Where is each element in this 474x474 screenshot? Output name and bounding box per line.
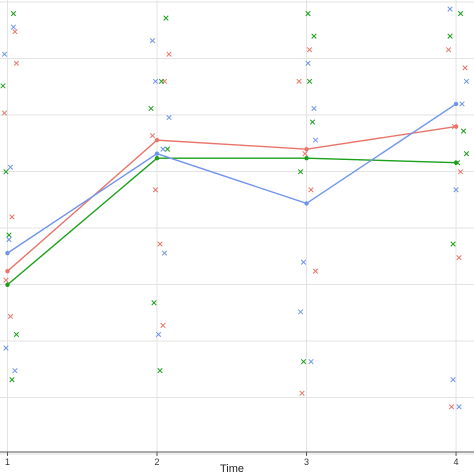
blue-data-point bbox=[297, 309, 304, 315]
green-data-point bbox=[300, 358, 307, 365]
blue-data-point bbox=[166, 114, 172, 121]
blue-data-point bbox=[6, 236, 12, 243]
green-data-point bbox=[9, 377, 15, 383]
green-data-point bbox=[297, 169, 304, 175]
green-data-point bbox=[163, 15, 169, 21]
green-series-point bbox=[154, 156, 160, 161]
red-data-point bbox=[7, 313, 14, 320]
blue-data-point bbox=[463, 78, 470, 85]
blue-series-point bbox=[5, 250, 10, 256]
red-data-point bbox=[3, 277, 9, 283]
green-data-point bbox=[309, 119, 316, 125]
blue-data-point bbox=[456, 404, 462, 410]
red-data-point bbox=[13, 60, 20, 66]
blue-data-point bbox=[459, 101, 465, 107]
red-data-point bbox=[306, 47, 313, 53]
gridlines bbox=[0, 0, 474, 455]
blue-data-point bbox=[149, 38, 156, 44]
green-data-point bbox=[158, 78, 165, 85]
green-data-point bbox=[305, 10, 311, 17]
blue-data-point bbox=[152, 78, 159, 85]
red-data-point bbox=[445, 47, 452, 53]
red-series-point bbox=[304, 146, 309, 152]
green-data-point bbox=[6, 232, 12, 238]
blue-data-point bbox=[12, 367, 18, 374]
red-data-point bbox=[296, 78, 302, 85]
green-data-point bbox=[0, 83, 6, 89]
blue-series-point bbox=[453, 101, 459, 107]
red-data-point bbox=[152, 187, 159, 193]
green-data-point bbox=[10, 10, 17, 17]
x-tick-label: 2 bbox=[154, 457, 159, 467]
green-data-point bbox=[3, 169, 9, 175]
red-data-point bbox=[160, 322, 166, 329]
red-data-point bbox=[157, 241, 163, 247]
green-data-point bbox=[157, 367, 163, 374]
red-data-point bbox=[299, 390, 305, 396]
red-series-point bbox=[5, 269, 10, 274]
red-data-point bbox=[166, 51, 172, 57]
red-data-point bbox=[448, 404, 455, 410]
red-data-point bbox=[1, 110, 8, 116]
blue-data-point bbox=[1, 51, 8, 57]
red-data-point bbox=[12, 28, 18, 35]
red-data-point bbox=[312, 268, 319, 274]
blue-data-point bbox=[453, 187, 459, 193]
blue-data-point bbox=[300, 259, 307, 265]
x-tick-label: 3 bbox=[304, 457, 309, 467]
red-data-point bbox=[302, 151, 308, 157]
green-series-point bbox=[304, 156, 309, 161]
blue-data-point bbox=[161, 250, 168, 256]
green-series-line bbox=[7, 157, 457, 286]
green-data-point bbox=[13, 331, 20, 338]
blue-data-point bbox=[308, 358, 314, 365]
x-tick-label: 4 bbox=[454, 457, 459, 467]
green-data-point bbox=[151, 300, 157, 306]
green-series-point bbox=[5, 282, 10, 287]
red-data-point bbox=[457, 169, 464, 175]
green-data-point bbox=[450, 241, 456, 247]
blue-data-point bbox=[447, 6, 453, 12]
blue-data-point bbox=[305, 60, 311, 66]
blue-data-point bbox=[3, 345, 9, 351]
red-data-point bbox=[308, 187, 314, 193]
red-series-line bbox=[7, 125, 457, 272]
blue-series-line bbox=[7, 103, 457, 254]
blue-data-point bbox=[312, 137, 319, 143]
green-data-point bbox=[148, 105, 154, 112]
red-data-point bbox=[462, 65, 468, 71]
red-series-point bbox=[453, 124, 459, 129]
blue-data-point bbox=[160, 146, 166, 152]
blue-data-point bbox=[450, 377, 456, 383]
red-series-point bbox=[154, 137, 160, 143]
red-data-point bbox=[149, 132, 156, 139]
green-data-point bbox=[460, 128, 467, 134]
green-data-point bbox=[457, 10, 464, 17]
x-tick-label: 1 bbox=[5, 457, 10, 467]
x-axis-ticks: 1 2 3 4 bbox=[5, 452, 459, 467]
blue-data-point bbox=[10, 24, 17, 30]
blue-series-point bbox=[304, 201, 309, 206]
blue-data-point bbox=[311, 105, 317, 112]
red-data-point bbox=[9, 214, 15, 220]
blue-data-point bbox=[155, 331, 162, 338]
series-lines bbox=[5, 101, 459, 287]
scatter-points bbox=[0, 6, 470, 410]
blue-series-point bbox=[154, 151, 160, 156]
green-data-point bbox=[164, 146, 171, 152]
green-data-point bbox=[463, 151, 470, 157]
green-data-point bbox=[306, 78, 313, 85]
green-series-point bbox=[453, 160, 459, 165]
blue-data-point bbox=[7, 164, 14, 170]
green-data-point bbox=[447, 33, 453, 39]
green-data-point bbox=[311, 33, 317, 39]
red-data-point bbox=[456, 254, 462, 261]
x-axis-title: Time bbox=[220, 463, 244, 474]
